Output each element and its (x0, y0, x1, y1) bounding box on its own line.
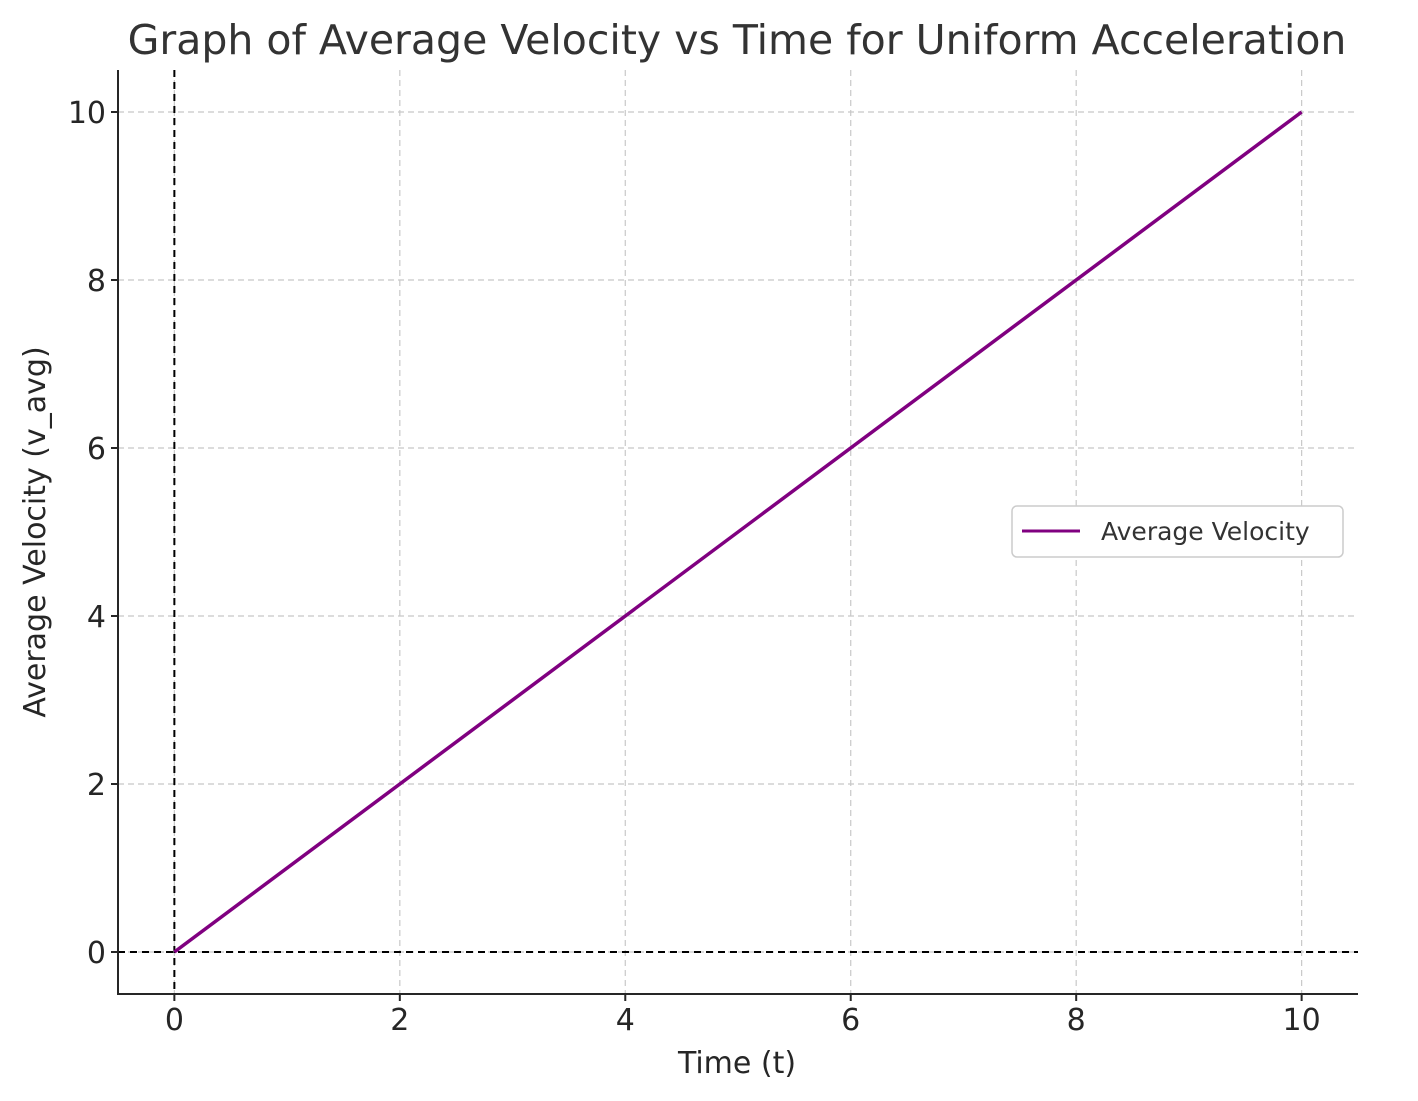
y-tick-label: 0 (87, 936, 106, 971)
x-tick-label: 6 (841, 1003, 860, 1038)
x-ticks: 0 2 4 6 8 10 (165, 994, 1321, 1038)
y-tick-label: 8 (87, 264, 106, 299)
x-tick-label: 10 (1283, 1003, 1321, 1038)
legend-label: Average Velocity (1101, 517, 1310, 546)
x-tick-label: 0 (165, 1003, 184, 1038)
legend-box (1011, 505, 1344, 558)
series-layer (173, 110, 1303, 954)
legend: Average Velocity (1011, 505, 1344, 558)
x-tick-label: 2 (390, 1003, 409, 1038)
y-tick-label: 4 (87, 600, 106, 635)
y-tick-label: 10 (68, 96, 106, 131)
grid (118, 70, 1358, 994)
chart-title: Graph of Average Velocity vs Time for Un… (128, 16, 1347, 64)
x-axis-label: Time (t) (677, 1046, 796, 1081)
reference-lines (118, 70, 1358, 994)
y-ticks: 0 2 4 6 8 10 (68, 96, 118, 971)
y-tick-label: 2 (87, 768, 106, 803)
x-tick-label: 8 (1067, 1003, 1086, 1038)
y-tick-label: 6 (87, 432, 106, 467)
series-line-average-velocity (173, 110, 1303, 954)
y-axis-label: Average Velocity (v_avg) (18, 346, 53, 717)
x-tick-label: 4 (616, 1003, 635, 1038)
